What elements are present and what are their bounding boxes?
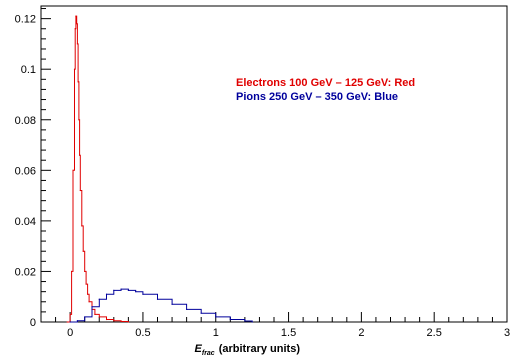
electrons-point	[105, 318, 108, 321]
pions-point	[142, 293, 144, 295]
series-layer	[66, 15, 253, 323]
y-tick-label: 0	[30, 317, 36, 329]
electrons-point	[98, 316, 100, 318]
legend-entry-electrons: Electrons 100 GeV – 125 GeV: Red	[236, 77, 415, 89]
electrons-point	[73, 68, 76, 70]
pions-point	[186, 308, 188, 310]
y-tick-label: 0.02	[15, 266, 36, 278]
series-electrons-line	[67, 15, 129, 323]
y-tick-label: 0.06	[15, 165, 36, 177]
x-axis-label: Efrac (arbitrary units)	[195, 343, 301, 357]
electrons-point	[94, 313, 96, 316]
pions-point	[127, 289, 129, 291]
y-tick-label: 0.04	[15, 216, 36, 228]
electrons-point	[113, 320, 115, 322]
electrons-point	[81, 225, 83, 227]
electrons-point	[72, 169, 74, 171]
electrons-point	[82, 250, 84, 252]
x-axis-label-text: (arbitrary units)	[219, 343, 301, 355]
legend-box	[228, 68, 464, 108]
electrons-point	[78, 154, 81, 156]
electrons-point	[66, 321, 68, 323]
x-tick-label: 2.5	[427, 327, 442, 339]
pions-point	[113, 289, 115, 291]
electrons-point	[79, 189, 81, 192]
pions-point	[98, 298, 100, 300]
x-axis-label-symbol: E	[195, 343, 203, 355]
pions-point	[171, 303, 173, 305]
pions-point	[200, 312, 202, 314]
x-tick-label: 1	[213, 327, 219, 339]
electrons-point	[84, 270, 86, 273]
y-tick-label: 0.1	[21, 64, 36, 76]
electrons-point	[74, 28, 76, 30]
pions-point	[69, 321, 71, 323]
electrons-point	[76, 43, 79, 45]
electrons-point	[85, 283, 87, 285]
pions-point	[135, 291, 137, 293]
pions-point	[120, 288, 122, 290]
x-tick-label: 0	[67, 327, 73, 339]
x-axis-label-subscript: frac	[202, 350, 215, 357]
pions-point	[105, 293, 108, 295]
electrons-point	[69, 313, 71, 316]
electrons-point	[76, 23, 78, 25]
pions-point	[91, 306, 93, 308]
pions-point	[76, 320, 79, 322]
y-tick-label: 0.12	[15, 14, 36, 26]
pions-point	[229, 318, 231, 321]
electrons-point	[75, 15, 77, 17]
x-tick-label: 3	[504, 327, 510, 339]
electrons-point	[88, 301, 90, 303]
y-axis: 0 0.02 0.04 0.06 0.08 0.1 0.12	[15, 8, 51, 329]
pions-point	[251, 321, 253, 323]
electrons-point	[87, 293, 89, 295]
y-tick-label: 0.08	[15, 115, 36, 127]
x-tick-label: 2	[358, 327, 364, 339]
x-axis: 0 0.5 1 1.5 2 2.5 3	[40, 312, 510, 339]
electrons-point	[70, 270, 73, 273]
electrons-point	[78, 119, 80, 121]
pions-point	[244, 320, 246, 322]
electrons-point	[127, 321, 129, 323]
pions-point	[215, 316, 217, 318]
pions-point	[84, 316, 86, 318]
x-tick-label: 0.5	[135, 327, 150, 339]
series-pions-line	[70, 288, 253, 323]
electrons-point	[120, 320, 122, 323]
x-tick-label: 1.5	[281, 327, 296, 339]
electrons-point	[77, 81, 79, 83]
plot-frame	[40, 5, 508, 323]
pions-point	[156, 298, 159, 300]
legend-entry-pions: Pions 250 GeV – 350 GeV: Blue	[236, 91, 398, 103]
